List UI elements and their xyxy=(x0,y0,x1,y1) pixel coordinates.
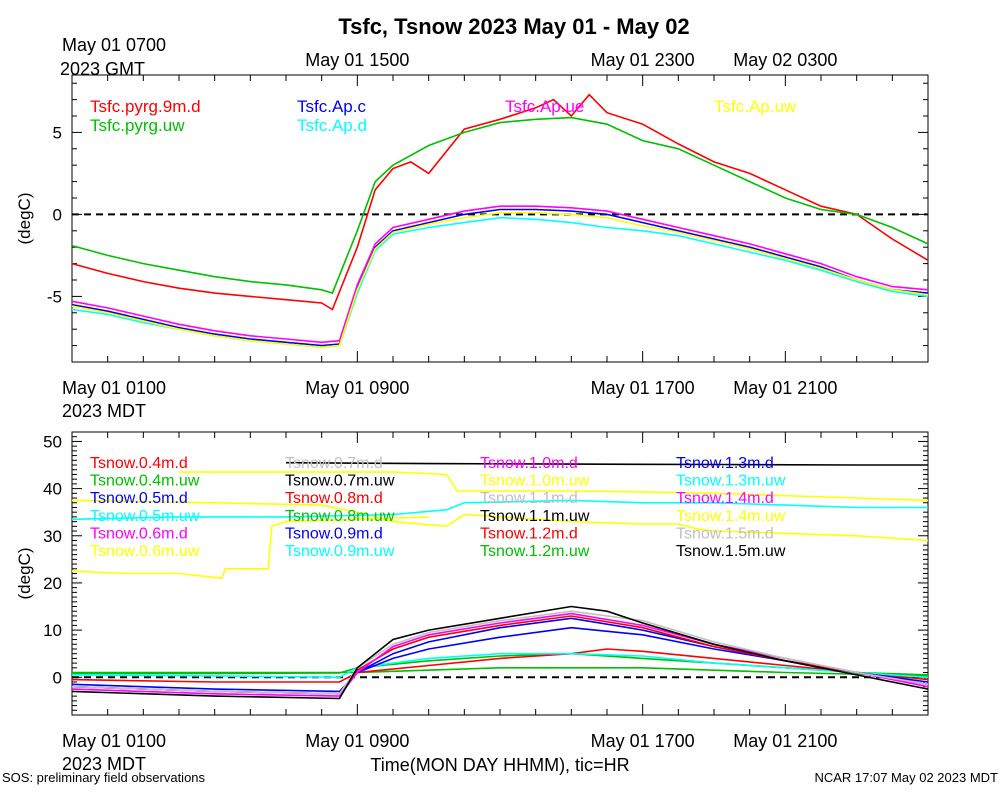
bottom-series-Tsnow-0-6m-uw xyxy=(71,516,429,580)
bottom-y-axis-label: (degC) xyxy=(15,548,34,600)
footer-right: NCAR 17:07 May 02 2023 MDT xyxy=(814,770,998,785)
bottom-legend-Tsnow-0-5m-uw: Tsnow.0.5m.uw xyxy=(90,508,200,525)
bottom-legend-Tsnow-1-0m-d: Tsnow.1.0m.d xyxy=(480,455,578,472)
x-axis-title: Time(MON DAY HHMM), tic=HR xyxy=(370,755,629,775)
top-y-tick-label: -5 xyxy=(47,287,62,306)
bottom-legend-Tsnow-1-2m-d: Tsnow.1.2m.d xyxy=(480,525,578,542)
bottom-legend-Tsnow-0-8m-uw: Tsnow.0.8m.uw xyxy=(285,508,395,525)
bottom-series-Tsnow-1-1m-d xyxy=(71,610,929,695)
top-axis-first-label-tz: 2023 GMT xyxy=(60,59,145,79)
bottom-bottom-first-label-tz: 2023 MDT xyxy=(62,754,146,774)
bottom-legend-Tsnow-0-4m-d: Tsnow.0.4m.d xyxy=(90,455,188,472)
bottom-legend-Tsnow-1-3m-uw: Tsnow.1.3m.uw xyxy=(676,473,786,490)
bottom-series-Tsnow-0-7m-uw xyxy=(71,605,929,700)
top-series-Tsfc-Ap-uw xyxy=(71,212,929,349)
top-legend-Tsfc-Ap-d: Tsfc.Ap.d xyxy=(297,116,367,135)
bottom-legend-Tsnow-0-6m-d: Tsnow.0.6m.d xyxy=(90,525,188,542)
chart-title: Tsfc, Tsnow 2023 May 01 - May 02 xyxy=(338,14,689,39)
bottom-y-tick-label: 0 xyxy=(53,668,62,687)
bottom-bottom-tick-label: May 01 1700 xyxy=(591,731,695,751)
top-bottom-first-label-tz: 2023 MDT xyxy=(62,401,146,421)
top-series-Tsfc-Ap-ue xyxy=(71,205,929,344)
top-series-Tsfc-pyrg-9m-d xyxy=(71,93,929,311)
bottom-legend-Tsnow-1-5m-uw: Tsnow.1.5m.uw xyxy=(676,543,786,560)
bottom-legend-Tsnow-0-4m-uw: Tsnow.0.4m.uw xyxy=(90,473,200,490)
top-bottom-tick-label: May 01 1700 xyxy=(591,378,695,398)
bottom-legend-Tsnow-0-5m-d: Tsnow.0.5m.d xyxy=(90,490,188,507)
bottom-panel: 0 10 20 30 40 50 (degC) May 01 0100 2023 MDT May … xyxy=(15,431,929,775)
bottom-series-Tsnow-0-4m-uw xyxy=(72,666,929,677)
bottom-y-tick-label: 30 xyxy=(43,527,62,546)
top-y-tick-label: 0 xyxy=(53,205,62,224)
bottom-series-Tsnow-1-3m-uw xyxy=(71,499,928,521)
bottom-series-Tsnow-0-5m-uw xyxy=(71,652,929,679)
top-bottom-first-label: May 01 0100 xyxy=(62,378,166,398)
bottom-legend-Tsnow-1-1m-uw: Tsnow.1.1m.uw xyxy=(480,508,590,525)
bottom-legend-Tsnow-0-9m-d: Tsnow.0.9m.d xyxy=(285,525,383,542)
top-y-axis-label: (degC) xyxy=(15,193,34,245)
bottom-y-tick-label: 10 xyxy=(43,621,62,640)
top-axis-tick-label: May 01 2300 xyxy=(591,50,695,70)
bottom-series-Tsnow-1-5m-uw xyxy=(285,461,928,466)
top-legend-Tsfc-pyrg-uw: Tsfc.pyrg.uw xyxy=(90,116,185,135)
top-bottom-tick-label: May 01 0900 xyxy=(305,378,409,398)
bottom-y-tick-label: 40 xyxy=(43,480,62,499)
bottom-y-tick-label: 20 xyxy=(43,574,62,593)
bottom-bottom-first-label: May 01 0100 xyxy=(62,731,166,751)
bottom-legend-Tsnow-1-5m-d: Tsnow.1.5m.d xyxy=(676,525,774,542)
bottom-legend-Tsnow-0-8m-d: Tsnow.0.8m.d xyxy=(285,490,383,507)
top-series-Tsfc-Ap-c xyxy=(71,208,929,347)
bottom-legend-Tsnow-1-0m-uw: Tsnow.1.0m.uw xyxy=(480,473,590,490)
bottom-legend-Tsnow-1-2m-uw: Tsnow.1.2m.uw xyxy=(480,543,590,560)
top-legend-Tsfc-Ap-uw: Tsfc.Ap.uw xyxy=(714,97,797,116)
footer-left: SOS: preliminary field observations xyxy=(2,770,206,785)
top-axis-tick-label: May 02 0300 xyxy=(733,50,837,70)
bottom-y-tick-label: 50 xyxy=(43,432,62,451)
bottom-legend-Tsnow-0-7m-uw: Tsnow.0.7m.uw xyxy=(285,473,395,490)
bottom-bottom-tick-label: May 01 0900 xyxy=(305,731,409,751)
bottom-legend-Tsnow-1-1m-d: Tsnow.1.1m.d xyxy=(480,490,578,507)
top-legend-Tsfc-pyrg-9m-d: Tsfc.pyrg.9m.d xyxy=(90,97,201,116)
top-y-tick-label: 5 xyxy=(53,123,62,142)
top-series-Tsfc-pyrg-uw xyxy=(71,116,929,295)
bottom-legend-Tsnow-1-4m-d: Tsnow.1.4m.d xyxy=(676,490,774,507)
bottom-bottom-tick-label: May 01 2100 xyxy=(733,731,837,751)
top-legend-Tsfc-Ap-c: Tsfc.Ap.c xyxy=(297,97,366,116)
bottom-series-Tsnow-1-4m-uw xyxy=(71,499,929,542)
top-axis-tick-label: May 01 1500 xyxy=(305,50,409,70)
bottom-series-Tsnow-1-0m-uw xyxy=(179,471,929,502)
bottom-legend-Tsnow-0-9m-uw: Tsnow.0.9m.uw xyxy=(285,543,395,560)
top-legend-Tsfc-Ap-ue: Tsfc.Ap.ue xyxy=(505,97,584,116)
bottom-legend-Tsnow-1-3m-d: Tsnow.1.3m.d xyxy=(676,455,774,472)
bottom-legend-Tsnow-0-6m-uw: Tsnow.0.6m.uw xyxy=(90,543,200,560)
bottom-legend-Tsnow-0-7m-d: Tsnow.0.7m.d xyxy=(285,455,383,472)
bottom-legend-Tsnow-1-4m-uw: Tsnow.1.4m.uw xyxy=(676,508,786,525)
top-axis-first-label: May 01 0700 xyxy=(62,35,166,55)
top-panel: -5 0 5 (degC) May 01 0100 2023 MDT May 01 0900… xyxy=(15,35,929,421)
top-bottom-tick-label: May 01 2100 xyxy=(733,378,837,398)
